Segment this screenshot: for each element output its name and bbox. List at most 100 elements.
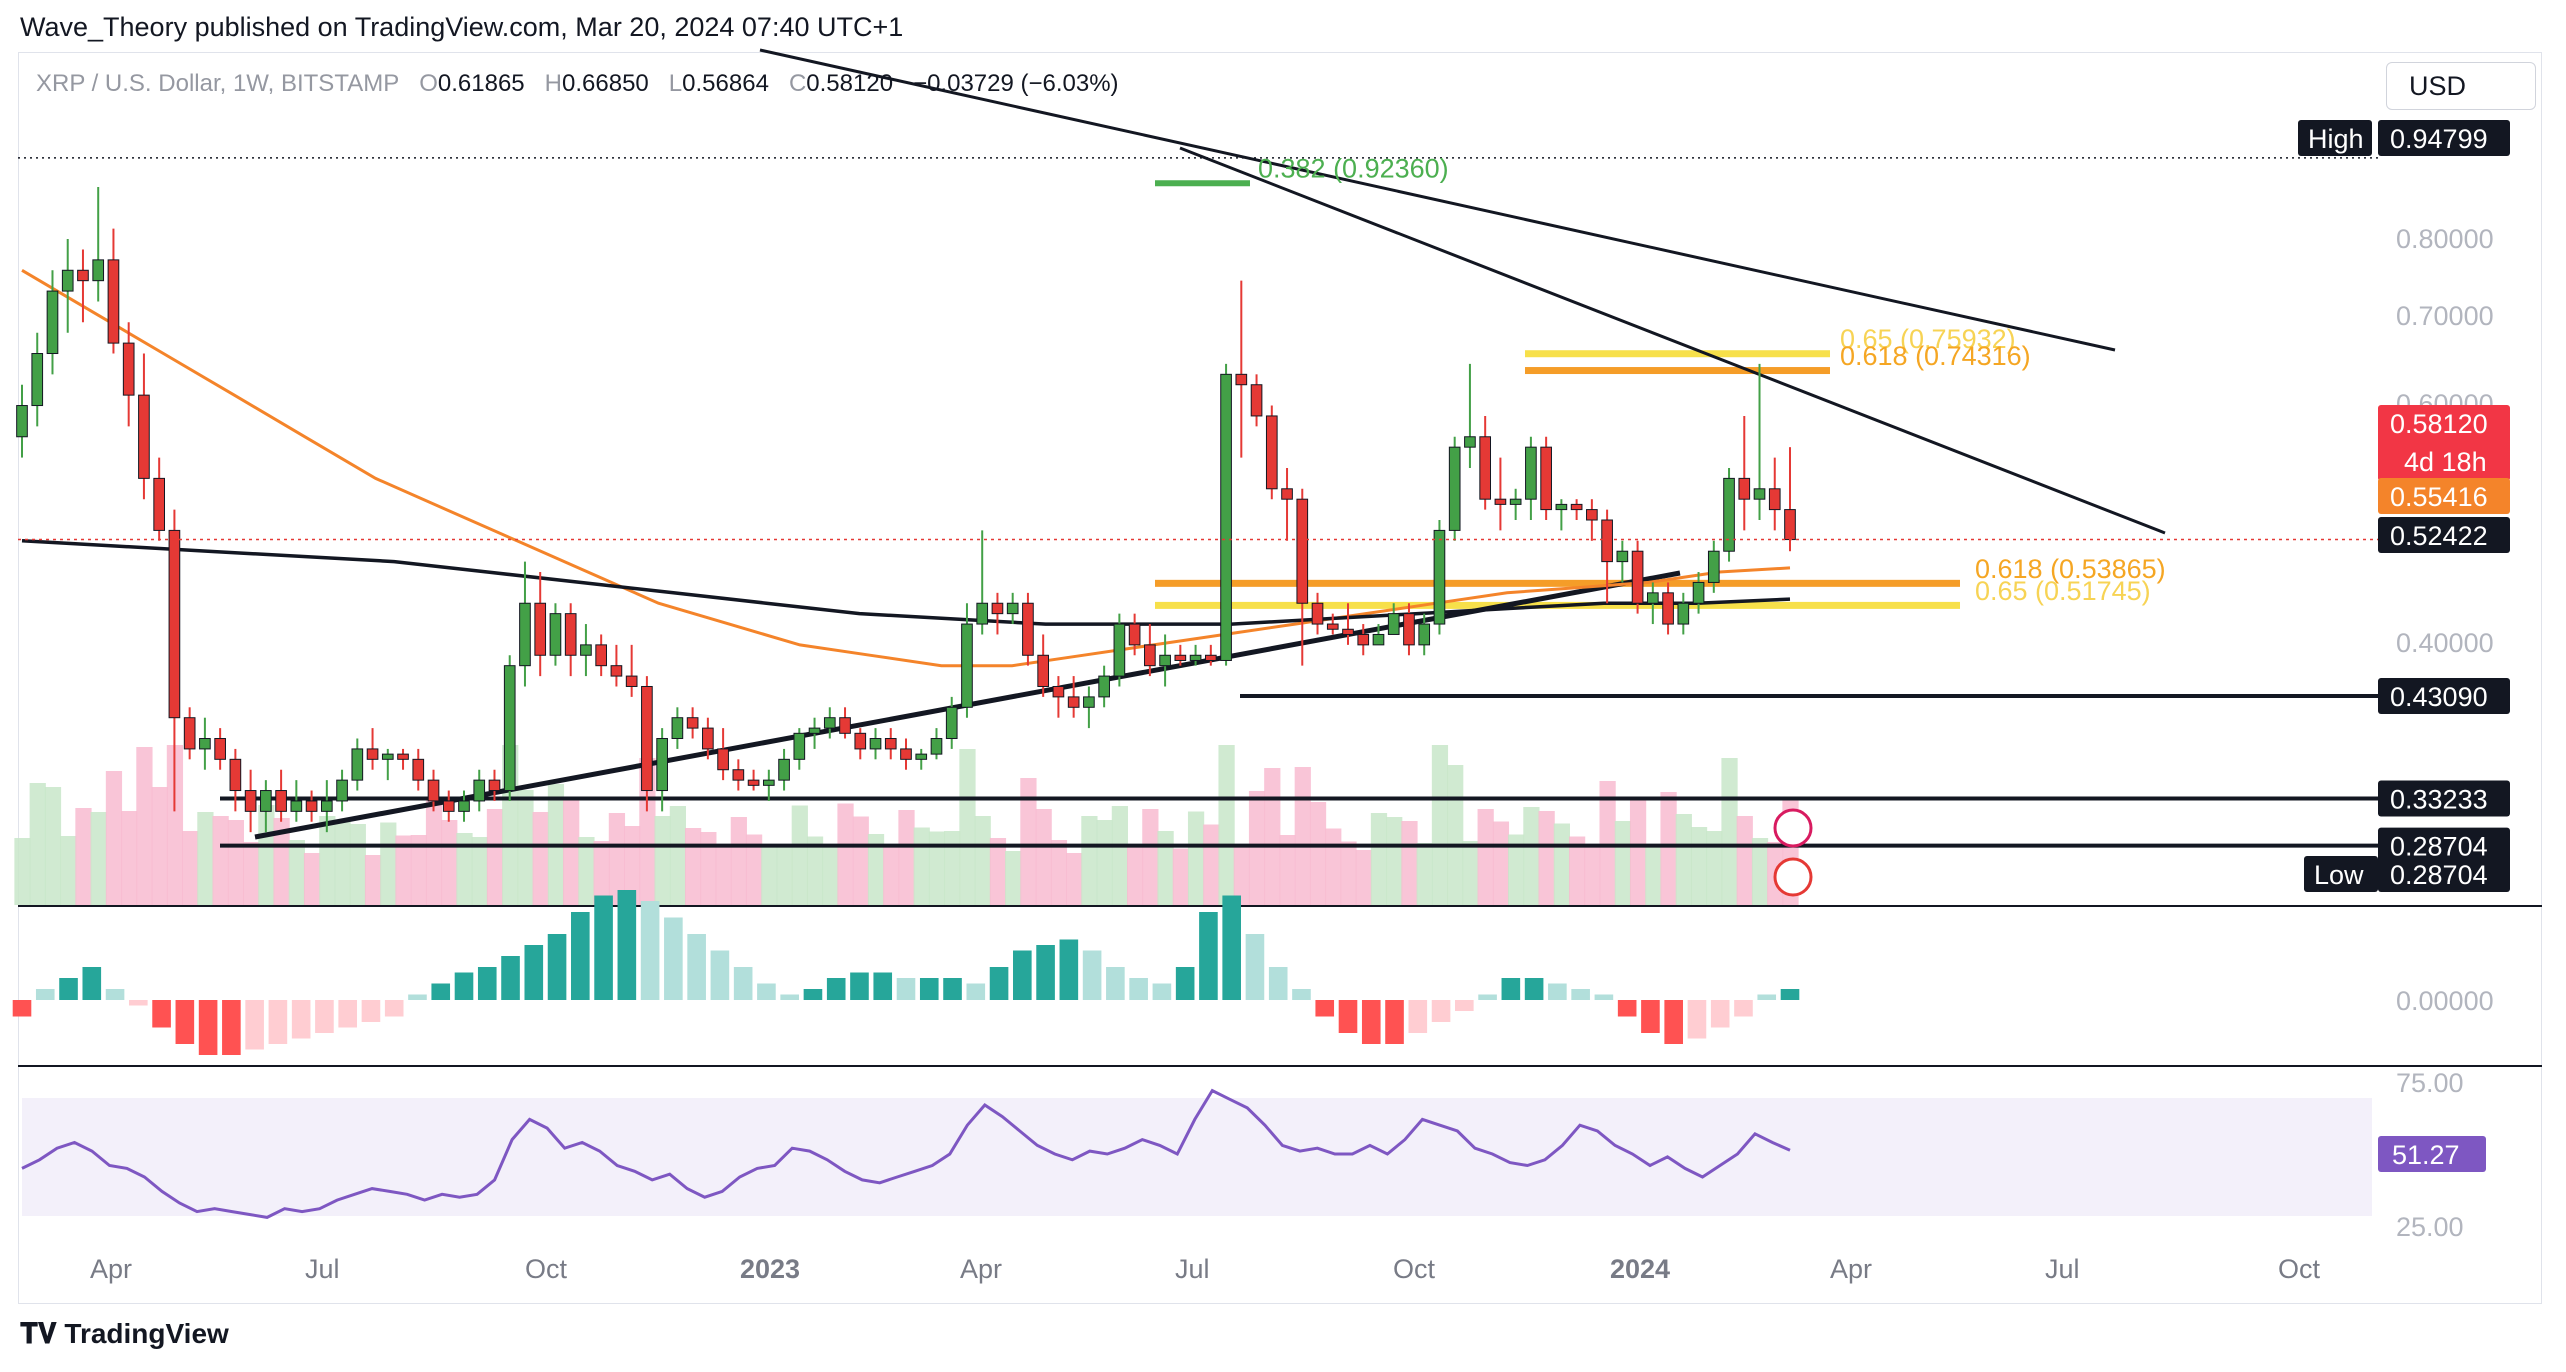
volume-bar [1386,817,1403,905]
time-tick: Oct [2278,1254,2321,1284]
tradingview-logo-icon: 𝐓𝐕 [20,1318,57,1349]
candle-body [427,779,440,802]
candle-body [244,790,257,812]
fib-zone-upper-b [1525,367,1830,375]
price-label: 0.55416 [2378,478,2510,514]
volume-bar [700,832,717,905]
volume-bar [852,816,869,905]
fib-label: 0.65 (0.51745) [1975,576,2151,606]
candle-body [1113,623,1126,677]
volume-bar [212,816,229,905]
price-label-value: 0.43090 [2390,682,2488,712]
volume-bar [60,836,77,905]
volume-bar [1553,823,1570,905]
volume-bar [1127,846,1144,905]
candle-body [1509,498,1522,505]
macd-bar [1152,983,1172,1000]
macd-bar [384,1000,404,1017]
macd-bar [477,967,497,1000]
volume-bar [639,758,656,905]
candle-body [1067,696,1080,708]
price-label-box [2378,827,2510,864]
fib-label: 0.65 (0.75932) [1840,324,2016,354]
macd-bar [966,983,986,1000]
candle-body [1265,415,1278,490]
volume-bar [471,837,488,905]
candle-body [1235,373,1248,386]
candle-body [1357,633,1370,646]
candle-body [1677,602,1690,625]
macd-bar [361,1000,381,1022]
macd-bar [315,1000,334,1033]
volume-bar [1203,824,1220,905]
macd-bar [1571,989,1590,1000]
macd-bar [82,967,102,1000]
macd-bar [664,917,683,1000]
fib-zone-upper-a [1525,350,1830,358]
volume-bar [258,805,275,905]
macd-bar [338,1000,357,1028]
high-label: H [544,70,563,97]
candle-body [1723,477,1735,552]
macd-bar [594,895,613,1000]
time-tick: Apr [90,1254,132,1284]
candle-body [961,623,973,708]
candle-body [1342,628,1354,635]
price-tick: 0.40000 [2396,628,2494,658]
time-tick: 2023 [740,1254,800,1284]
candle-body [442,800,455,812]
time-tick: Oct [525,1254,568,1284]
macd-bar [152,1000,171,1028]
macd-bar [1361,1000,1381,1044]
candle-body [1296,498,1309,604]
macd-bar [850,972,869,1000]
volume-bar [121,811,138,905]
macd-bar [873,972,893,1000]
candle-body [214,738,226,760]
macd-bar [1338,1000,1358,1033]
candle-body [564,613,577,656]
candle-body [671,717,684,740]
candle-body [793,732,806,760]
volume-bar [1462,841,1479,905]
open-label: O [419,70,438,97]
macd-bar [710,950,730,1000]
macd-bar [1175,967,1195,1000]
volume-bar [334,820,351,905]
price-label-box [2378,120,2510,156]
volume-bar [1599,781,1616,905]
macd-bar [547,934,567,1000]
currency-button[interactable]: USD [2386,62,2536,110]
candle-body [595,644,608,667]
volume-bar [151,787,168,905]
volume-bar [1614,821,1631,905]
macd-bar [1408,1000,1428,1033]
macd-bar [1036,945,1055,1000]
candle-body [1083,696,1095,708]
volume-bar [1431,745,1449,905]
time-tick: Jul [1175,1254,1210,1284]
volume-bar [1645,847,1662,905]
volume-bar [288,840,305,905]
volume-bar [1751,838,1769,905]
volume-bar [974,816,991,905]
candle-body [260,790,272,812]
candle-body [351,748,364,781]
volume-bar [1111,806,1128,905]
macd-bar [1431,1000,1451,1022]
volume-bar [791,805,808,905]
candle-body [930,738,943,755]
volume-bar [1218,745,1235,905]
candle-body [1250,384,1263,417]
candle-body [229,758,242,792]
candle-body [1707,550,1720,583]
volume-bar [1477,809,1494,905]
candle-body [1753,488,1766,500]
volume-bar [182,831,199,905]
time-tick: Apr [1830,1254,1872,1284]
macd-bar [733,967,753,1000]
candle-body [199,738,211,750]
macd-bar [129,1000,148,1006]
volume-bar [273,818,290,905]
